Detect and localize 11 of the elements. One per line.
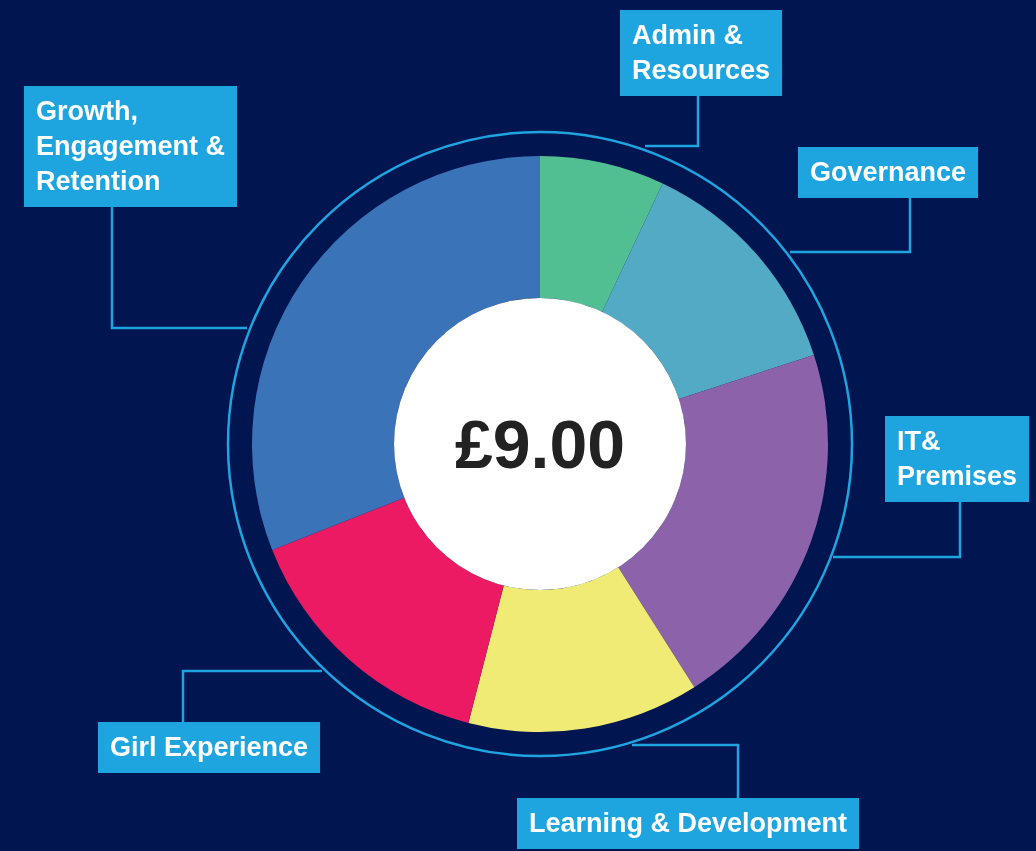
slice-label: Girl Experience — [110, 732, 309, 762]
donut-slice — [540, 156, 663, 312]
donut-slice — [602, 183, 814, 399]
slice-label: Admin & Resources — [632, 20, 771, 85]
text: £9.00 — [454, 406, 626, 482]
slice-label: IT& Premises — [897, 426, 1018, 491]
slice-label: Learning & Development — [529, 808, 848, 838]
donut-slice — [468, 567, 695, 732]
slice-label: Governance — [810, 157, 967, 187]
slice-label: Growth, Engagement & Retention — [36, 96, 226, 196]
donut-slice — [272, 497, 504, 723]
